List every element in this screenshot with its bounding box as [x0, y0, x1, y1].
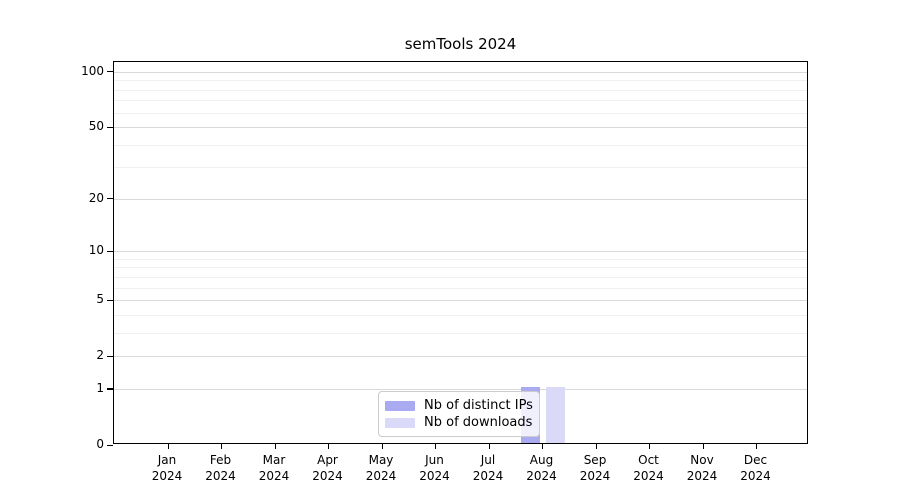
x-axis-tick-label: Apr 2024 — [312, 453, 343, 483]
x-axis-tick-label: Oct 2024 — [633, 453, 664, 483]
x-axis-tick — [542, 443, 544, 449]
y-axis-tick-label: 10 — [88, 243, 104, 258]
legend-item-downloads: Nb of downloads — [385, 414, 533, 431]
major-gridline — [114, 127, 807, 129]
major-gridline — [114, 388, 807, 390]
y-axis-tick-label: 1 — [96, 380, 104, 395]
minor-gridline — [114, 276, 807, 278]
x-axis-tick — [167, 443, 169, 449]
y-axis-tick — [107, 444, 113, 446]
y-axis-tick-label: 2 — [96, 348, 104, 363]
minor-gridline — [114, 112, 807, 114]
legend-item-distinct-ips: Nb of distinct IPs — [385, 397, 533, 414]
y-axis-tick — [107, 250, 113, 252]
minor-gridline — [114, 80, 807, 82]
y-axis-tick-label: 50 — [88, 119, 104, 134]
x-axis-tick — [488, 443, 490, 449]
y-axis-tick — [107, 388, 113, 390]
x-axis-tick-label: May 2024 — [365, 453, 397, 483]
x-axis-tick — [221, 443, 223, 449]
minor-gridline — [114, 258, 807, 260]
x-axis-tick — [435, 443, 437, 449]
legend-swatch-downloads — [385, 417, 415, 428]
legend: Nb of distinct IPs Nb of downloads — [378, 391, 540, 437]
chart-title: semTools 2024 — [404, 35, 517, 53]
minor-gridline — [114, 167, 807, 169]
y-axis-tick — [107, 299, 113, 301]
minor-gridline — [114, 144, 807, 146]
x-axis-tick — [595, 443, 597, 449]
y-axis-tick — [107, 198, 113, 200]
x-axis-tick — [328, 443, 330, 449]
x-axis-tick-label: Nov 2024 — [686, 453, 718, 483]
y-axis-tick — [107, 71, 113, 73]
legend-label: Nb of distinct IPs — [424, 398, 533, 413]
x-axis-tick-label: Mar 2024 — [258, 453, 290, 483]
x-axis-tick-label: Sep 2024 — [579, 453, 611, 483]
minor-gridline — [114, 100, 807, 102]
minor-gridline — [114, 332, 807, 334]
y-axis-tick-label: 100 — [81, 63, 104, 78]
minor-gridline — [114, 314, 807, 316]
y-axis-tick-label: 0 — [96, 437, 104, 451]
y-axis-tick-label: 5 — [96, 292, 104, 307]
major-gridline — [114, 300, 807, 302]
bar-nb-of-downloads — [546, 386, 565, 443]
major-gridline — [114, 198, 807, 200]
major-gridline — [114, 356, 807, 358]
major-gridline — [114, 251, 807, 253]
x-axis-tick — [756, 443, 758, 449]
x-axis-tick — [702, 443, 704, 449]
x-axis-tick-label: Jun 2024 — [419, 453, 450, 483]
y-axis-tick — [107, 126, 113, 128]
legend-swatch-distinct-ips — [385, 400, 415, 411]
x-axis-tick-label: Feb 2024 — [205, 453, 236, 483]
x-axis-tick-label: Jan 2024 — [151, 453, 183, 483]
x-axis-tick — [381, 443, 383, 449]
minor-gridline — [114, 89, 807, 91]
minor-gridline — [114, 267, 807, 269]
x-axis-tick-label: Aug 2024 — [526, 453, 557, 483]
x-axis-tick-label: Jul 2024 — [472, 453, 504, 483]
y-axis-tick-label: 20 — [88, 190, 104, 205]
y-axis-tick — [107, 355, 113, 357]
major-gridline — [114, 71, 807, 73]
x-axis-tick — [649, 443, 651, 449]
x-axis-tick-label: Dec 2024 — [740, 453, 771, 483]
x-axis-tick — [274, 443, 276, 449]
minor-gridline — [114, 287, 807, 289]
plot-area — [107, 61, 808, 449]
legend-label: Nb of downloads — [424, 415, 533, 430]
